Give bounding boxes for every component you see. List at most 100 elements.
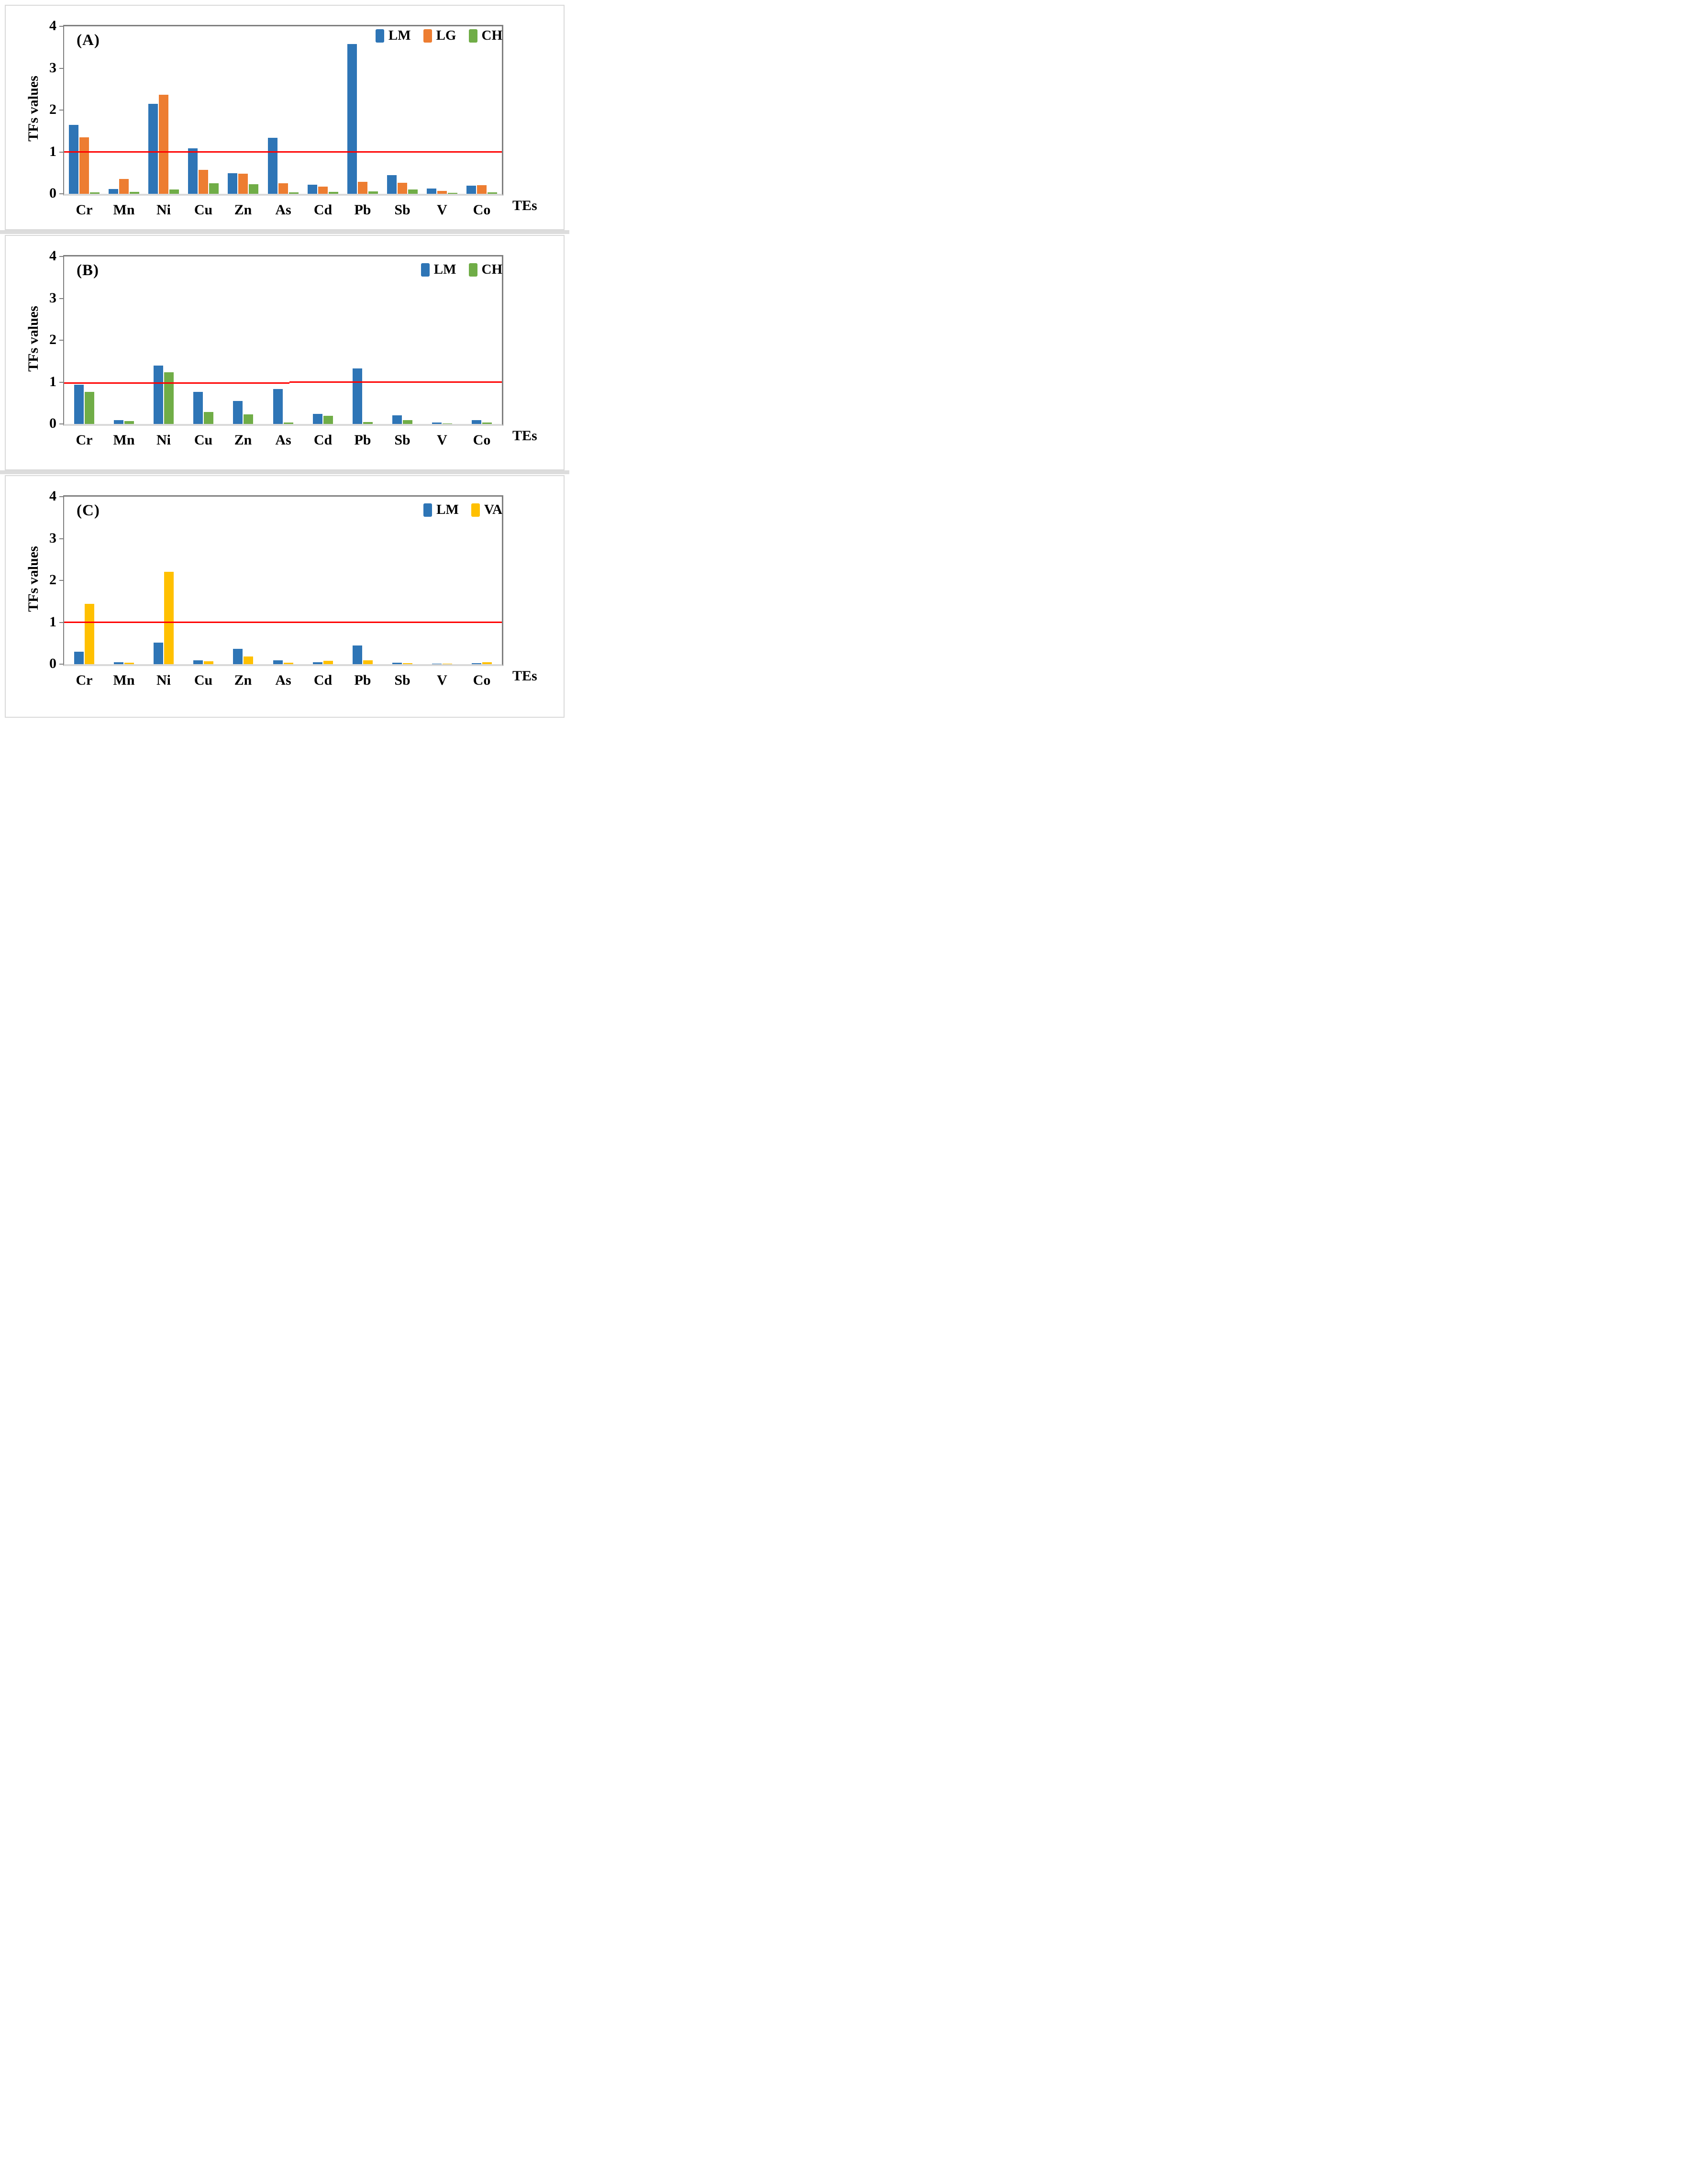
- bar-c-lm-co: [472, 663, 481, 664]
- bar-a-lm-cu: [188, 148, 198, 194]
- bar-c-lm-ni: [154, 643, 163, 664]
- x-category-label: Cu: [194, 202, 213, 218]
- plot-area: [63, 495, 503, 666]
- x-axis-title: TEs: [512, 668, 537, 684]
- y-tick-mark: [59, 298, 63, 299]
- y-tick-label: 2: [49, 101, 56, 117]
- figure-page: TFs values 0 1 2 3 4 LM LG CH (A) Cr Mn Ni Cu Zn As Cd Pb…: [0, 0, 569, 723]
- bar-c-va-mn: [124, 663, 134, 664]
- reference-line: [64, 151, 502, 153]
- bar-a-lm-ni: [148, 104, 158, 194]
- x-category-label: Ni: [156, 202, 171, 218]
- bar-b-lm-zn: [233, 401, 243, 424]
- chart-panel-a: TFs values 0 1 2 3 4 LM LG CH (A) Cr Mn Ni Cu Zn As Cd Pb…: [5, 5, 565, 230]
- bar-a-lg-cr: [79, 137, 89, 194]
- plot-area: [63, 25, 503, 196]
- bar-a-ch-v: [448, 193, 457, 194]
- x-category-label: Mn: [113, 202, 135, 218]
- bar-a-lg-pb: [358, 182, 367, 194]
- plot-area: [63, 255, 503, 426]
- x-category-label: V: [437, 202, 447, 218]
- bar-a-ch-cd: [329, 192, 338, 194]
- legend-swatch-ch-icon: [468, 263, 477, 277]
- bar-b-lm-cr: [74, 385, 84, 424]
- bar-c-lm-cu: [193, 660, 203, 664]
- x-category-label: Sb: [394, 672, 410, 688]
- bar-a-lm-cd: [308, 185, 317, 194]
- bar-a-lm-zn: [228, 173, 237, 194]
- bar-c-lm-zn: [233, 649, 243, 664]
- bar-a-ch-ni: [169, 189, 179, 194]
- bar-a-lm-as: [268, 138, 277, 194]
- panel-divider: [0, 470, 569, 474]
- legend-item-ch: CH: [468, 263, 502, 277]
- x-category-label: Zn: [234, 432, 252, 448]
- bar-b-ch-zn: [244, 414, 253, 424]
- x-category-label: Pb: [354, 432, 371, 448]
- panel-letter: (A): [77, 32, 100, 49]
- bar-c-va-cr: [85, 604, 94, 664]
- x-category-label: V: [437, 672, 447, 688]
- y-tick-label: 0: [49, 415, 56, 431]
- y-tick-mark: [59, 193, 63, 194]
- y-tick-mark: [59, 26, 63, 27]
- panel-letter: (C): [77, 502, 100, 519]
- bar-a-lg-cd: [318, 187, 328, 194]
- x-category-label: As: [275, 672, 291, 688]
- legend-item-lm: LM: [423, 503, 459, 517]
- x-category-label: Sb: [394, 202, 410, 218]
- x-category-label: Cd: [313, 202, 333, 218]
- x-category-label: Zn: [234, 202, 252, 218]
- y-tick-mark: [59, 110, 63, 111]
- y-tick-mark: [59, 423, 63, 424]
- x-category-label: Ni: [156, 432, 171, 448]
- y-tick-label: 1: [49, 373, 56, 389]
- bar-b-ch-ni: [164, 372, 174, 424]
- chart-panel-b: TFs values 0 1 2 3 4 LM CH (B) Cr Mn Ni Cu Zn As Cd Pb Sb…: [5, 235, 565, 470]
- bar-a-lm-co: [466, 186, 476, 194]
- bar-b-lm-cu: [193, 392, 203, 424]
- x-category-label: As: [275, 432, 291, 448]
- bar-b-lm-cd: [313, 414, 322, 424]
- bar-a-lg-sb: [398, 183, 407, 194]
- bar-a-ch-cr: [90, 192, 100, 194]
- panel-letter: (B): [77, 262, 99, 279]
- bar-c-lm-cr: [74, 652, 84, 664]
- bar-b-lm-v: [432, 423, 442, 424]
- bar-c-lm-as: [273, 660, 283, 664]
- x-axis-title: TEs: [512, 198, 537, 213]
- x-category-label: Cd: [313, 672, 333, 688]
- bar-b-ch-sb: [403, 420, 412, 424]
- legend-label: LG: [436, 28, 456, 43]
- x-axis-title: TEs: [512, 428, 537, 444]
- x-category-label: Cr: [76, 672, 93, 688]
- bar-a-lm-sb: [387, 175, 397, 194]
- reference-line: [289, 381, 502, 383]
- reference-line: [64, 622, 502, 623]
- legend-item-lg: LG: [423, 29, 456, 43]
- bar-c-va-cd: [323, 661, 333, 664]
- y-tick-label: 2: [49, 332, 56, 347]
- bar-b-ch-v: [443, 423, 452, 424]
- y-tick-label: 4: [49, 248, 56, 264]
- bar-a-lg-zn: [238, 174, 248, 194]
- y-tick-mark: [59, 496, 63, 497]
- x-category-label: Zn: [234, 672, 252, 688]
- legend-swatch-lm-icon: [423, 503, 433, 517]
- bar-a-ch-cu: [209, 183, 219, 194]
- bar-a-ch-zn: [249, 184, 258, 194]
- bar-c-lm-cd: [313, 662, 322, 664]
- bar-a-lg-v: [437, 191, 447, 194]
- legend-item-lm: LM: [421, 263, 456, 277]
- x-category-label: Cu: [194, 432, 213, 448]
- y-tick-mark: [59, 622, 63, 623]
- bar-b-lm-co: [472, 420, 481, 424]
- y-tick-mark: [59, 151, 63, 153]
- y-tick-mark: [59, 538, 63, 539]
- bar-b-ch-pb: [363, 422, 373, 424]
- bar-a-lg-ni: [159, 95, 168, 194]
- legend: LM VA: [423, 503, 502, 517]
- x-category-label: Cr: [76, 432, 93, 448]
- bar-c-va-cu: [204, 661, 213, 664]
- panel-divider: [0, 230, 569, 234]
